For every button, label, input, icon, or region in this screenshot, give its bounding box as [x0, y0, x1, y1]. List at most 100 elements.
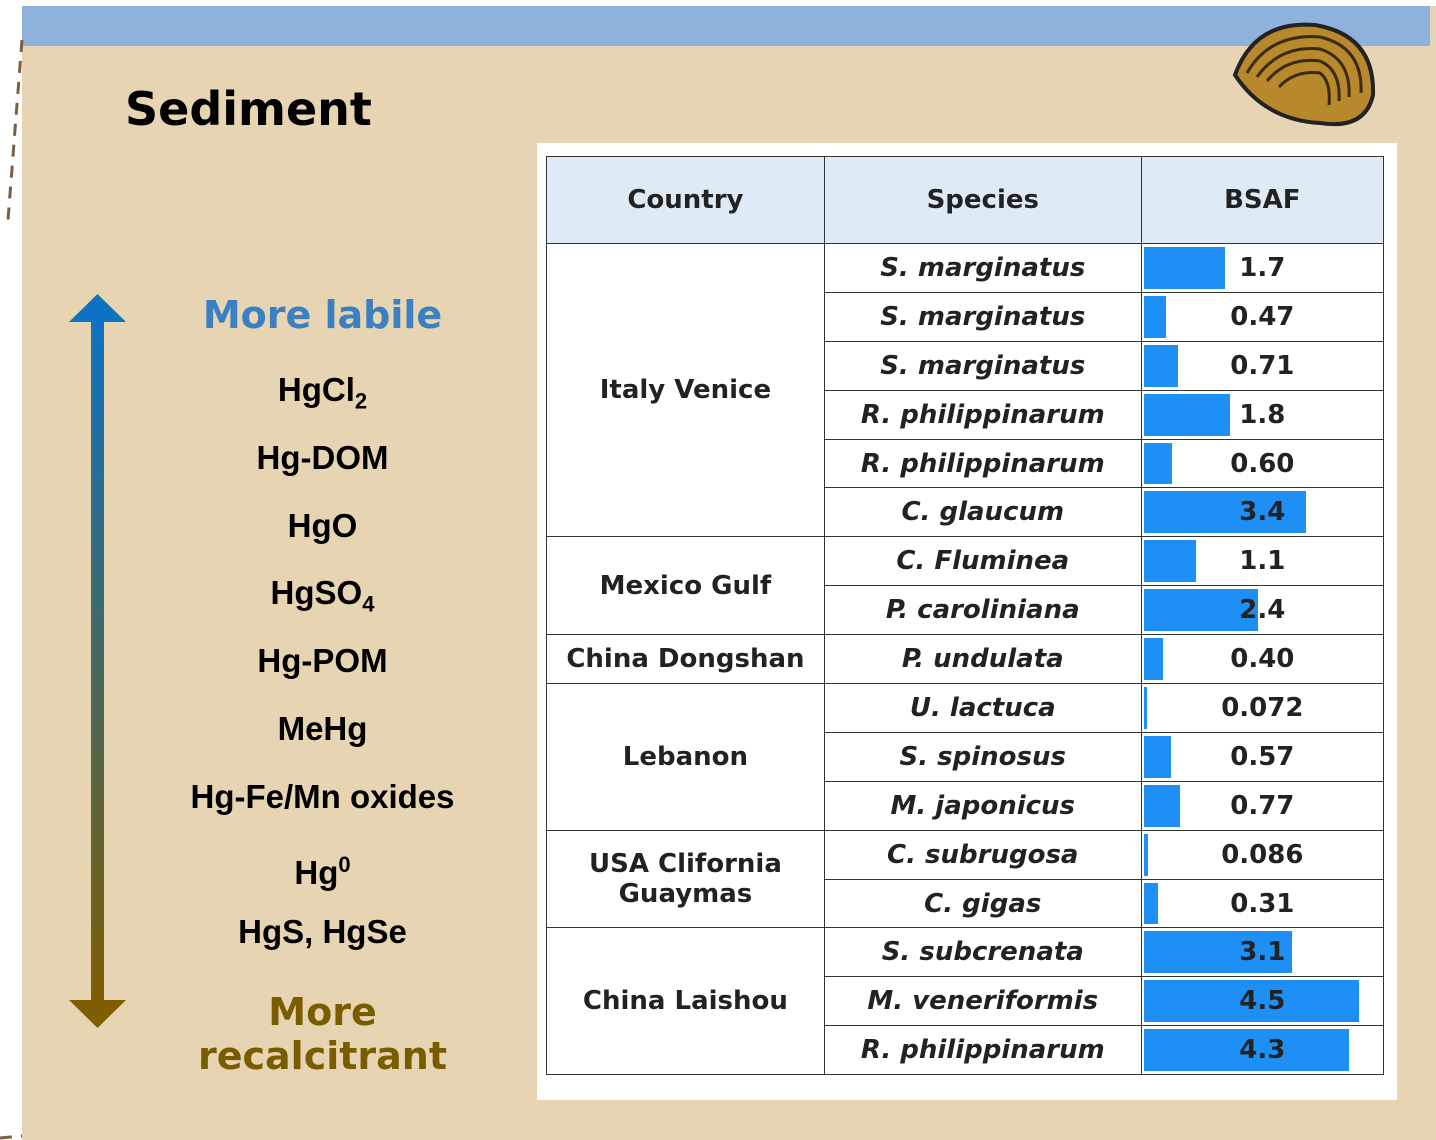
- form-base: Hg-Fe/Mn oxides: [190, 777, 455, 815]
- table-row: Mexico Gulf C. Fluminea 1.1: [546, 536, 1385, 636]
- data-bar: [1143, 687, 1148, 729]
- table-row: S. spinosus 0.57: [547, 731, 1385, 782]
- table-row: China Laishou S. subcrenata 3.1: [546, 927, 1385, 1076]
- table-row: China Dongshan P. undulata 0.40: [546, 634, 1385, 685]
- bsaf-table: Country Species BSAF Italy Venice S. margina…: [546, 156, 1385, 1076]
- subscript: 4: [362, 591, 375, 617]
- form-item: HgO: [140, 496, 505, 564]
- data-bar: [1143, 980, 1359, 1023]
- bsaf-cell: 0.40: [1140, 634, 1385, 685]
- bottom-label: More recalcitrant: [197, 990, 448, 1078]
- form-base: HgS, HgSe: [238, 913, 407, 951]
- bsaf-value: 0.47: [1230, 301, 1295, 332]
- species-cell: M. japonicus: [823, 780, 1142, 831]
- bsaf-cell: 0.60: [1140, 438, 1385, 489]
- bsaf-value: 1.1: [1239, 546, 1286, 577]
- species-cell: U. lactuca: [823, 683, 1142, 733]
- bsaf-cell: 2.4: [1140, 585, 1385, 636]
- top-label: More labile: [202, 293, 443, 337]
- data-bar: [1143, 344, 1178, 387]
- bsaf-cell: 0.086: [1140, 829, 1385, 880]
- form-base: Hg-DOM: [256, 438, 389, 476]
- data-bar: [1143, 540, 1197, 583]
- top-band: [22, 6, 1430, 46]
- species-cell: P. caroliniana: [823, 585, 1142, 636]
- data-bar: [1143, 931, 1292, 974]
- bsaf-cell: 4.5: [1140, 976, 1385, 1027]
- subscript: 2: [354, 388, 368, 414]
- bsaf-value: 4.5: [1239, 986, 1286, 1017]
- bsaf-value: 1.7: [1239, 252, 1286, 283]
- bsaf-cell: 0.77: [1140, 780, 1385, 831]
- data-bar: [1143, 735, 1171, 778]
- title: Sediment: [125, 82, 372, 136]
- bsaf-cell: 0.072: [1140, 683, 1385, 733]
- header-cell: Country: [546, 156, 825, 244]
- country-cell: Lebanon: [546, 683, 825, 831]
- form-item: Hg-Fe/Mn oxides: [140, 767, 505, 835]
- data-bar: [1143, 442, 1173, 485]
- bsaf-value: 0.57: [1230, 741, 1295, 772]
- bsaf-cell: 0.71: [1140, 340, 1385, 391]
- table-row: Lebanon U. lactuca 0.072: [546, 683, 1385, 831]
- bsaf-value: 0.40: [1230, 644, 1295, 675]
- form-base: MeHg: [277, 709, 368, 747]
- bsaf-cell: 1.1: [1140, 536, 1385, 587]
- bsaf-value: 0.31: [1230, 888, 1295, 919]
- bsaf-cell: 1.7: [1140, 243, 1385, 293]
- species-cell: C. subrugosa: [823, 829, 1142, 880]
- form-base: HgSO: [270, 574, 363, 612]
- table-row: P. caroliniana 2.4: [547, 585, 1385, 636]
- bsaf-value: 2.4: [1239, 595, 1286, 626]
- bsaf-value: 3.4: [1239, 497, 1286, 528]
- bsaf-cell: 1.8: [1140, 389, 1385, 440]
- header-row: Country Species BSAF: [546, 156, 1385, 244]
- species-cell: P. undulata: [823, 634, 1142, 685]
- species-cell: S. subcrenata: [823, 927, 1142, 978]
- table-row: R. philippinarum 0.60: [547, 438, 1385, 489]
- form-item: Hg0: [140, 835, 505, 903]
- data-bar: [1143, 882, 1159, 925]
- bsaf-value: 0.072: [1221, 692, 1304, 723]
- form-item: HgSO4: [140, 563, 505, 631]
- bsaf-cell: 4.3: [1140, 1025, 1385, 1076]
- table-row: C. gigas 0.31: [547, 878, 1385, 929]
- species-cell: S. spinosus: [823, 731, 1142, 782]
- bsaf-value: 0.086: [1221, 839, 1304, 870]
- bsaf-value: 3.1: [1239, 937, 1286, 968]
- country-cell: Mexico Gulf: [546, 536, 825, 636]
- clam-icon: [1232, 22, 1376, 127]
- data-bar: [1143, 393, 1230, 436]
- species-cell: C. gigas: [823, 878, 1142, 929]
- table-row: S. marginatus 0.71: [547, 340, 1385, 391]
- form-item: Hg-DOM: [140, 428, 505, 496]
- bsaf-value: 0.60: [1230, 448, 1295, 479]
- country-cell: China Laishou: [546, 927, 825, 1076]
- country-cell: Italy Venice: [546, 242, 825, 538]
- form-base: Hg: [294, 853, 339, 891]
- species-cell: R. philippinarum: [823, 1025, 1142, 1076]
- table-row: M. veneriformis 4.5: [547, 976, 1385, 1027]
- table-row: Italy Venice S. marginatus 1.7: [546, 242, 1385, 538]
- data-bar: [1143, 833, 1148, 876]
- species-cell: C. glaucum: [823, 487, 1142, 538]
- bsaf-cell: 0.31: [1140, 878, 1385, 929]
- bsaf-value: 0.77: [1230, 790, 1295, 821]
- header-cell: Species: [823, 156, 1142, 244]
- data-bar: [1143, 247, 1225, 289]
- species-cell: S. marginatus: [823, 340, 1142, 391]
- table-row: USA Clifornia Guaymas C. subrugosa 0.086: [546, 829, 1385, 929]
- country-cell: USA Clifornia Guaymas: [546, 829, 825, 929]
- header-cell: BSAF: [1140, 156, 1385, 244]
- data-bar: [1143, 784, 1181, 827]
- species-cell: M. veneriformis: [823, 976, 1142, 1027]
- dashed-border: [0, 40, 24, 1140]
- bsaf-cell: 3.4: [1140, 487, 1385, 538]
- bsaf-value: 0.71: [1230, 350, 1295, 381]
- form-item: HgCl2: [140, 360, 505, 428]
- table-row: S. marginatus 0.47: [547, 291, 1385, 342]
- data-bar: [1143, 295, 1167, 338]
- data-bar: [1143, 491, 1307, 534]
- bsaf-cell: 3.1: [1140, 927, 1385, 978]
